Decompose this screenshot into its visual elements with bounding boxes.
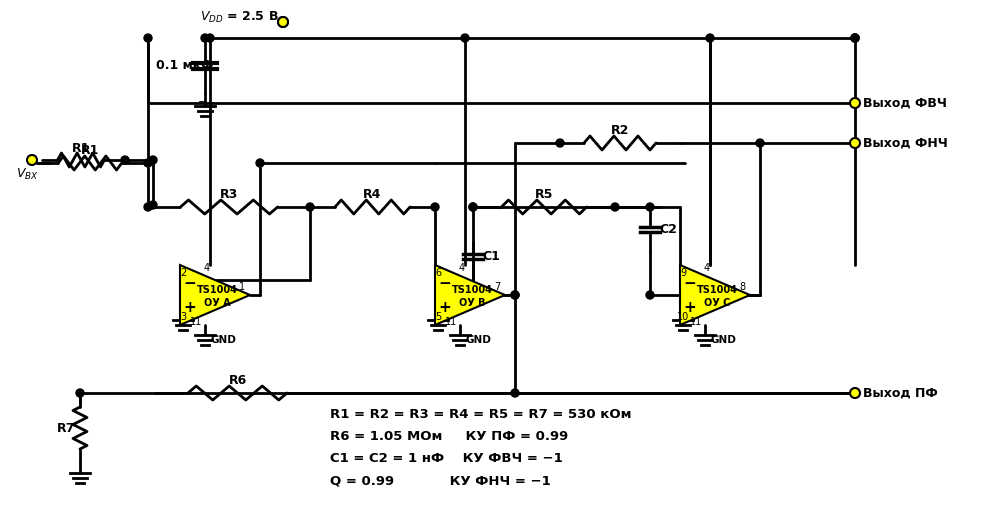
Circle shape (850, 388, 860, 398)
Circle shape (756, 139, 764, 147)
Text: Выход ФВЧ: Выход ФВЧ (863, 96, 947, 110)
Text: Выход ПФ: Выход ПФ (863, 387, 938, 399)
Circle shape (511, 291, 519, 299)
Circle shape (144, 203, 152, 211)
Circle shape (278, 17, 288, 27)
Text: 4: 4 (459, 263, 465, 273)
Text: $V_{ВХ}$: $V_{ВХ}$ (16, 166, 38, 182)
Text: R2: R2 (611, 124, 629, 138)
Text: TS1004: TS1004 (697, 285, 737, 295)
Text: R6 = 1.05 МОм     КУ ПФ = 0.99: R6 = 1.05 МОм КУ ПФ = 0.99 (330, 431, 568, 443)
Text: TS1004: TS1004 (197, 285, 237, 295)
Text: +: + (439, 300, 452, 314)
Circle shape (431, 203, 439, 211)
Text: C1 = C2 = 1 нФ    КУ ФВЧ = −1: C1 = C2 = 1 нФ КУ ФВЧ = −1 (330, 453, 563, 465)
Circle shape (611, 203, 619, 211)
Text: R6: R6 (228, 374, 247, 388)
Text: +: + (684, 300, 697, 314)
Text: 11: 11 (690, 317, 703, 327)
Text: ОУ С: ОУ С (704, 298, 730, 308)
Circle shape (851, 34, 859, 42)
Circle shape (646, 291, 654, 299)
Circle shape (256, 159, 264, 167)
Text: R3: R3 (219, 188, 238, 202)
Circle shape (469, 203, 477, 211)
Text: R1: R1 (72, 141, 91, 155)
Circle shape (121, 156, 129, 164)
Circle shape (556, 139, 564, 147)
Circle shape (206, 34, 214, 42)
Circle shape (201, 34, 209, 42)
Circle shape (851, 34, 859, 42)
Circle shape (144, 34, 152, 42)
Circle shape (706, 34, 714, 42)
Text: 9: 9 (680, 268, 686, 278)
Text: GND: GND (210, 335, 236, 345)
Text: 6: 6 (435, 268, 441, 278)
Text: 3: 3 (180, 312, 186, 322)
Text: Выход ФНЧ: Выход ФНЧ (863, 137, 948, 150)
Circle shape (511, 291, 519, 299)
Text: R1 = R2 = R3 = R4 = R5 = R7 = 530 кОм: R1 = R2 = R3 = R4 = R5 = R7 = 530 кОм (330, 409, 632, 421)
Text: 11: 11 (190, 317, 202, 327)
Circle shape (149, 156, 157, 164)
Polygon shape (180, 265, 250, 325)
Text: −: − (439, 275, 452, 290)
Text: $V_{DD}$ = 2.5 В: $V_{DD}$ = 2.5 В (200, 9, 278, 25)
Circle shape (278, 17, 288, 27)
Text: −: − (199, 97, 208, 107)
Text: 1: 1 (239, 282, 245, 292)
Text: Q = 0.99            КУ ФНЧ = −1: Q = 0.99 КУ ФНЧ = −1 (330, 475, 551, 487)
Circle shape (306, 203, 314, 211)
Text: 10: 10 (677, 312, 689, 322)
Text: R1: R1 (81, 144, 99, 158)
Polygon shape (435, 265, 505, 325)
Text: −: − (184, 275, 197, 290)
Text: +: + (184, 300, 197, 314)
Circle shape (27, 155, 37, 165)
Circle shape (646, 203, 654, 211)
Polygon shape (680, 265, 750, 325)
Text: ОУ А: ОУ А (204, 298, 230, 308)
Circle shape (850, 138, 860, 148)
Circle shape (461, 34, 469, 42)
Circle shape (149, 201, 157, 209)
Text: R5: R5 (535, 188, 553, 202)
Circle shape (469, 203, 477, 211)
Text: 4: 4 (204, 263, 210, 273)
Circle shape (850, 98, 860, 108)
Text: ОУ В: ОУ В (459, 298, 485, 308)
Text: C1: C1 (482, 249, 500, 263)
Circle shape (511, 389, 519, 397)
Text: 11: 11 (445, 317, 458, 327)
Circle shape (144, 159, 152, 167)
Text: 4: 4 (704, 263, 710, 273)
Text: R7: R7 (57, 421, 75, 435)
Text: GND: GND (465, 335, 491, 345)
Text: −: − (684, 275, 697, 290)
Text: R4: R4 (363, 188, 382, 202)
Text: 5: 5 (435, 312, 441, 322)
Text: 8: 8 (739, 282, 745, 292)
Circle shape (76, 389, 84, 397)
Text: 0.1 мкФ: 0.1 мкФ (156, 59, 214, 72)
Text: GND: GND (710, 335, 736, 345)
Circle shape (851, 34, 859, 42)
Text: TS1004: TS1004 (452, 285, 492, 295)
Text: 7: 7 (494, 282, 500, 292)
Text: 2: 2 (180, 268, 186, 278)
Text: C2: C2 (659, 223, 677, 236)
